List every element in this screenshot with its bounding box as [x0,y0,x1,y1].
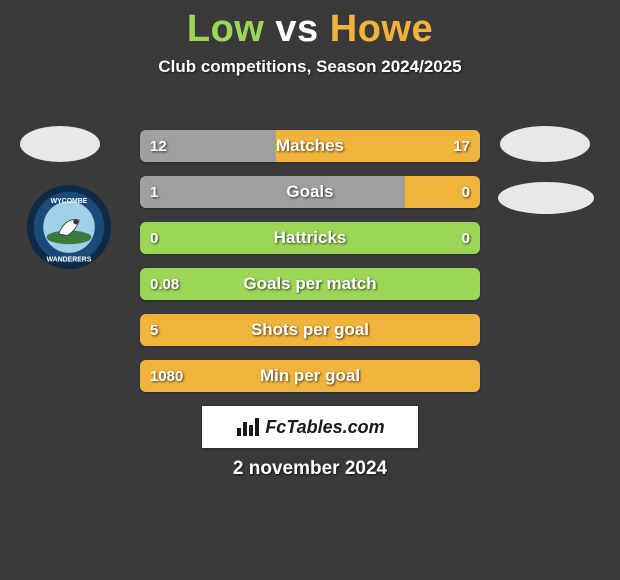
stat-label: Hattricks [140,222,480,254]
stat-value-right: 17 [453,130,470,162]
page-title: Low vs Howe [0,8,620,51]
player-right-avatar [500,126,590,162]
stat-label: Goals [140,176,480,208]
stat-row-shots-per-goal: Shots per goal5 [140,314,480,346]
stat-row-min-per-goal: Min per goal1080 [140,360,480,392]
club-left-badge: WYCOMBE WANDERERS [26,184,112,270]
comparison-chart: Matches1217Goals10Hattricks00Goals per m… [140,130,480,406]
stat-label: Goals per match [140,268,480,300]
page-subtitle: Club competitions, Season 2024/2025 [0,57,620,77]
stat-label: Shots per goal [140,314,480,346]
stat-value-left: 0 [150,222,158,254]
stat-value-right: 0 [462,222,470,254]
stat-value-left: 12 [150,130,167,162]
stat-label: Matches [140,130,480,162]
source-badge: FcTables.com [202,406,418,448]
stat-row-matches: Matches12 17 [140,130,480,162]
stat-row-goals-per-match: Goals per match0.08 [140,268,480,300]
stat-value-left: 1080 [150,360,183,392]
comparison-infographic: Low vs Howe Club competitions, Season 20… [0,8,620,580]
title-player-left: Low [187,8,276,50]
title-player-right: Howe [330,8,433,50]
source-badge-text: FcTables.com [265,417,384,438]
club-right-badge [498,182,594,214]
stat-row-hattricks: Hattricks0 0 [140,222,480,254]
title-vs: vs [275,8,329,50]
svg-text:WANDERERS: WANDERERS [47,256,92,263]
infographic-date: 2 november 2024 [0,458,620,480]
svg-text:WYCOMBE: WYCOMBE [51,198,88,205]
stat-value-left: 5 [150,314,158,346]
stat-value-right: 0 [462,176,470,208]
stat-label: Min per goal [140,360,480,392]
stat-value-left: 0.08 [150,268,179,300]
chart-icon [235,416,261,438]
stat-row-goals: Goals1 0 [140,176,480,208]
player-left-avatar [20,126,100,162]
stat-value-left: 1 [150,176,158,208]
